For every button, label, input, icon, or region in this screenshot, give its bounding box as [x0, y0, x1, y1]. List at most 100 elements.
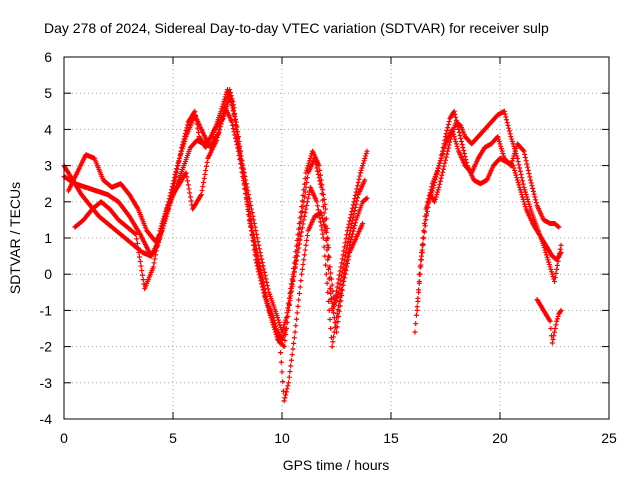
data-point	[230, 122, 236, 128]
data-point	[198, 192, 204, 198]
data-point	[432, 179, 438, 185]
data-point	[341, 278, 347, 284]
data-point	[151, 260, 157, 266]
data-point	[339, 293, 345, 299]
data-point	[325, 289, 331, 295]
data-point	[155, 240, 161, 246]
data-point	[253, 257, 259, 263]
data-point	[174, 170, 180, 176]
data-point	[137, 259, 143, 265]
data-point	[314, 199, 320, 205]
data-point	[361, 158, 367, 164]
data-point	[359, 165, 365, 171]
data-point	[235, 145, 241, 151]
data-point	[178, 148, 184, 154]
data-point	[547, 264, 553, 270]
data-point	[417, 264, 423, 270]
data-point	[320, 219, 326, 225]
data-point	[342, 240, 348, 246]
data-point	[283, 326, 289, 331]
data-point	[229, 102, 235, 108]
data-point	[215, 132, 221, 138]
data-point	[355, 183, 361, 189]
data-point	[513, 146, 519, 152]
data-point	[240, 173, 246, 179]
data-point	[517, 184, 523, 190]
data-point	[345, 225, 351, 231]
data-point	[214, 137, 220, 143]
data-point	[234, 124, 240, 130]
data-point	[316, 163, 322, 169]
data-point	[161, 213, 167, 219]
data-point	[216, 129, 222, 135]
data-point	[235, 134, 241, 140]
data-point	[329, 282, 335, 288]
data-point	[150, 264, 156, 270]
data-point	[364, 195, 370, 201]
data-point	[241, 182, 247, 188]
data-point	[185, 122, 191, 128]
data-point	[285, 305, 291, 311]
data-point	[328, 326, 334, 331]
data-point	[445, 145, 451, 151]
data-point	[506, 125, 512, 131]
data-point	[444, 151, 450, 157]
data-point	[418, 257, 424, 263]
data-point	[556, 254, 562, 260]
data-point	[291, 335, 297, 341]
data-point	[230, 105, 236, 111]
data-point	[303, 170, 309, 176]
data-point	[529, 183, 535, 189]
data-point	[301, 217, 307, 223]
data-point	[341, 244, 347, 250]
data-point	[259, 281, 265, 287]
data-point	[496, 138, 502, 144]
data-point	[421, 228, 427, 234]
data-point	[302, 210, 308, 216]
data-point	[329, 344, 335, 350]
data-point	[264, 283, 270, 289]
data-point	[301, 257, 307, 263]
data-point	[304, 237, 310, 243]
data-point	[339, 256, 345, 262]
data-point	[171, 184, 177, 190]
data-point	[251, 242, 257, 248]
data-point	[277, 322, 283, 328]
data-point	[153, 248, 159, 254]
data-point	[193, 113, 199, 119]
data-point	[199, 188, 205, 194]
data-point	[541, 245, 547, 251]
y-tick-label: 4	[44, 121, 52, 137]
data-point	[132, 231, 138, 237]
data-point	[552, 329, 557, 335]
data-point	[299, 198, 305, 204]
data-point	[354, 186, 360, 192]
data-point	[459, 141, 465, 147]
data-point	[228, 99, 234, 105]
data-point	[133, 231, 139, 237]
data-point	[344, 232, 350, 238]
data-point	[295, 303, 301, 309]
data-point	[333, 292, 339, 298]
data-point	[533, 197, 539, 203]
data-point	[337, 268, 343, 274]
data-point	[324, 247, 330, 253]
x-axis-label: GPS time / hours	[283, 457, 390, 473]
data-point	[501, 108, 507, 114]
data-point	[554, 316, 560, 322]
data-point	[275, 317, 281, 323]
data-point	[156, 232, 162, 238]
data-point	[551, 333, 557, 339]
y-tick-label: -3	[40, 375, 53, 391]
data-point	[288, 286, 294, 292]
data-point	[519, 175, 525, 181]
data-point	[363, 196, 369, 202]
data-point	[496, 136, 502, 142]
data-point	[328, 291, 334, 297]
data-point	[445, 148, 451, 154]
data-point	[326, 266, 332, 272]
data-point	[436, 184, 442, 190]
data-point	[434, 171, 440, 177]
data-point	[413, 312, 419, 318]
data-point	[457, 132, 463, 138]
